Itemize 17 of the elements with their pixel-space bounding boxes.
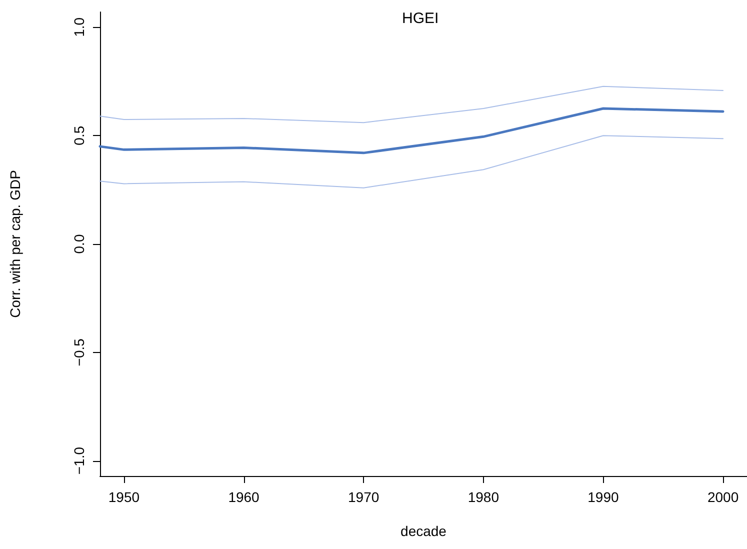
x-tick-label: 2000 <box>707 489 739 505</box>
line-series <box>98 107 724 154</box>
x-tick-label: 1960 <box>228 489 260 505</box>
line-series <box>100 86 724 124</box>
y-tick-label: −1.0 <box>71 446 87 475</box>
y-tick-label: 1.0 <box>71 17 87 37</box>
chart-title: HGEI <box>402 10 439 27</box>
y-tick-label: −0.5 <box>71 338 87 366</box>
x-tick-label: 1990 <box>588 489 620 505</box>
y-axis-title: Corr. with per cap. GDP <box>7 170 23 318</box>
y-tick-label: 0.0 <box>71 234 87 254</box>
y-tick-label: 0.5 <box>71 126 87 146</box>
x-tick-label: 1980 <box>468 489 500 505</box>
x-tick-label: 1950 <box>108 489 140 505</box>
x-axis-title: decade <box>400 523 447 539</box>
x-tick-label: 1970 <box>348 489 380 505</box>
line-series <box>100 135 724 188</box>
